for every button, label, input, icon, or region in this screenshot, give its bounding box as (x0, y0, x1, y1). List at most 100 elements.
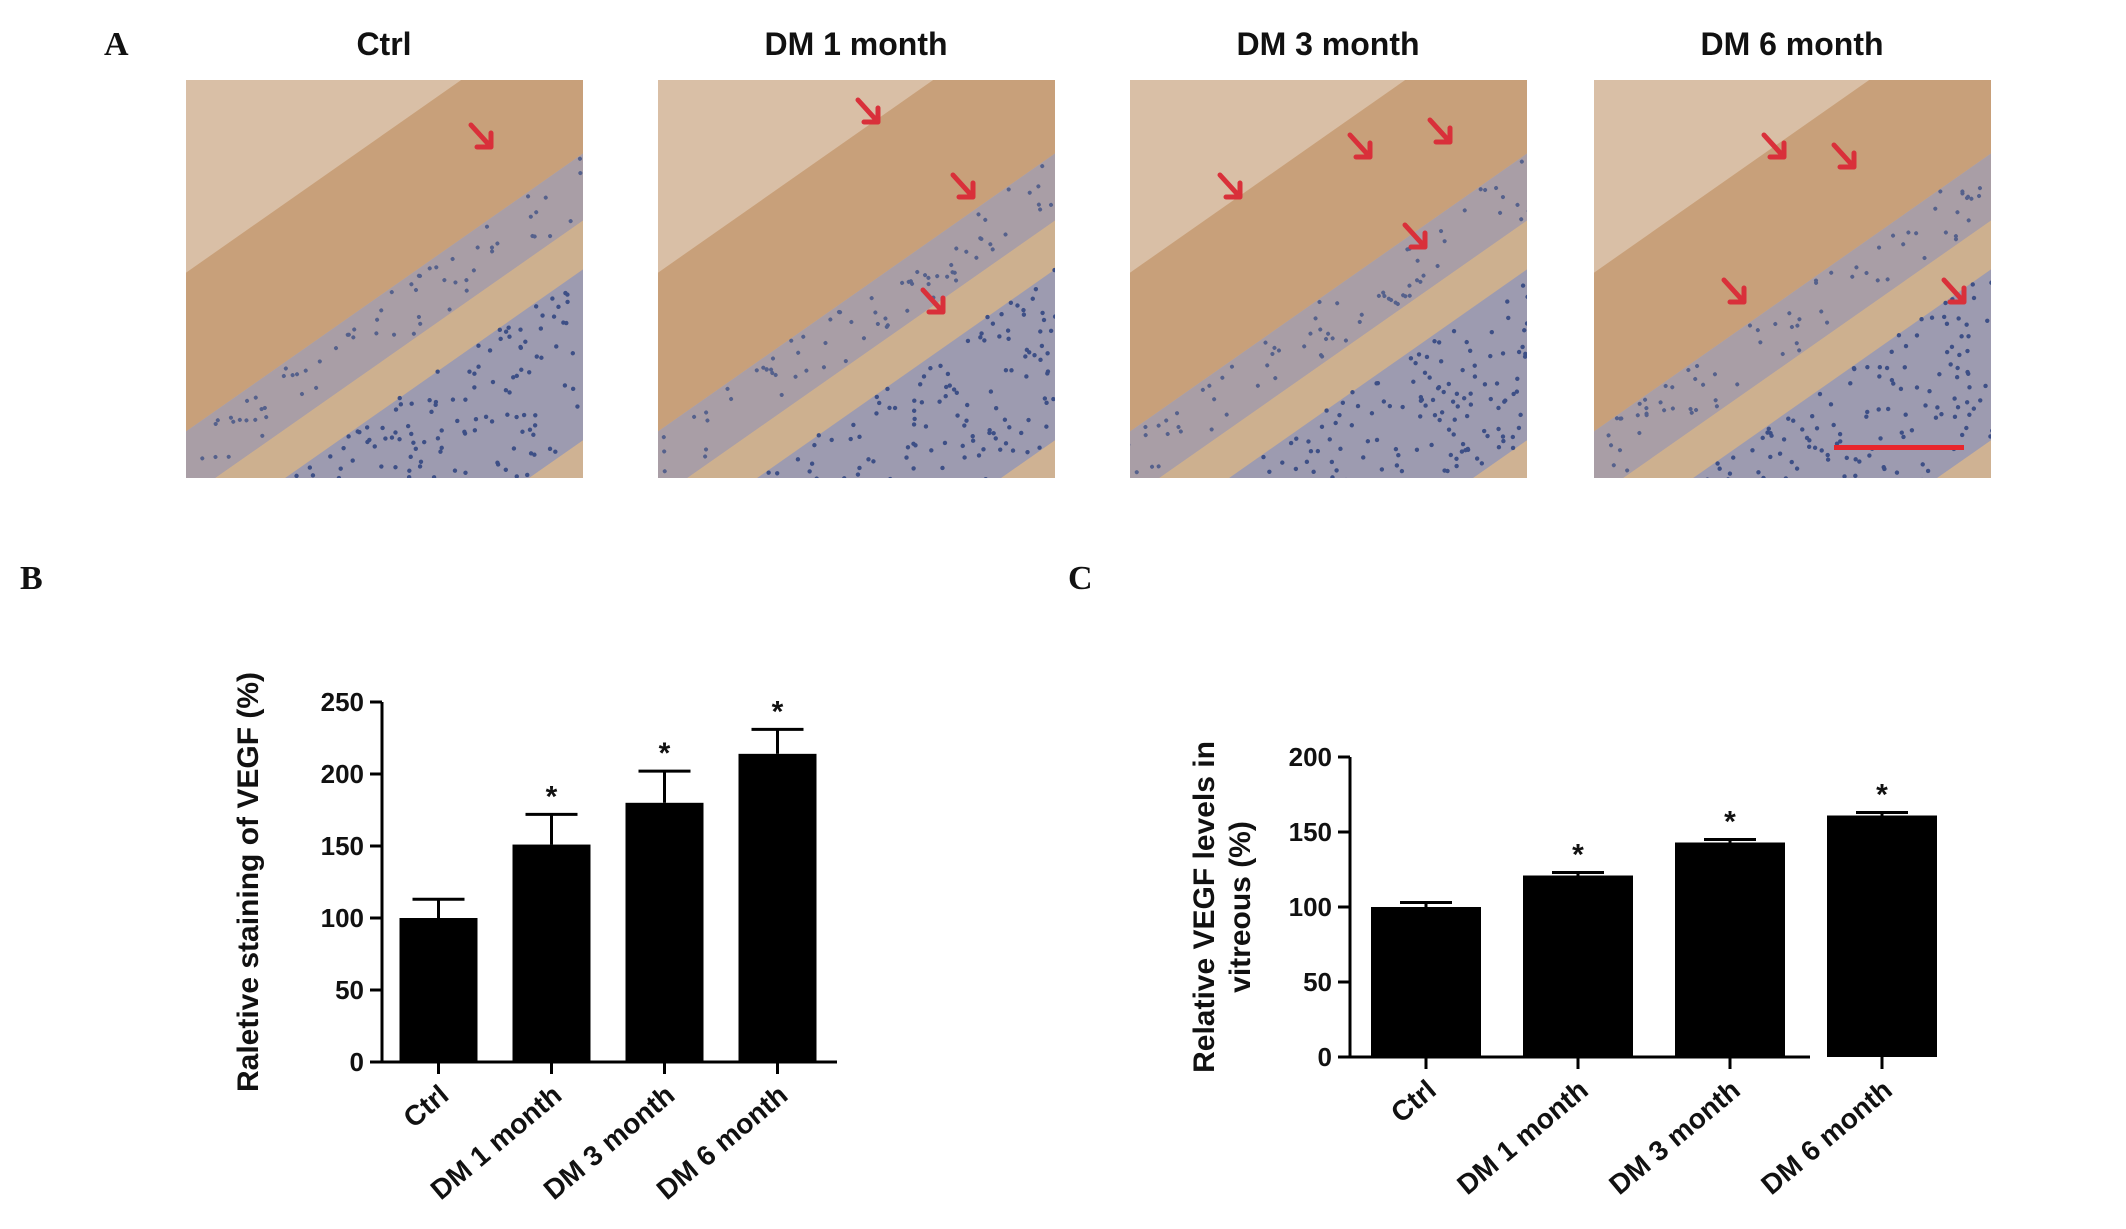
nucleus (1952, 414, 1958, 420)
nucleus (418, 459, 424, 464)
nucleus (789, 338, 794, 343)
nucleus (1712, 372, 1717, 377)
nucleus (442, 278, 447, 283)
nucleus (911, 422, 917, 427)
nucleus (472, 371, 477, 376)
arrow-head (1427, 117, 1453, 145)
chart-c-y-axis-label: vitreous (%) (1224, 821, 1257, 993)
micrograph-title-ctrl: Ctrl (356, 26, 412, 62)
nucleus (1903, 343, 1909, 349)
nucleus (1319, 424, 1325, 429)
nucleus (905, 445, 911, 450)
nucleus (911, 408, 917, 413)
nucleus (1525, 294, 1527, 300)
nucleus (954, 278, 959, 283)
nucleus (912, 416, 917, 422)
nucleus (990, 247, 995, 252)
nucleus (892, 405, 898, 411)
nucleus (1010, 448, 1016, 453)
nucleus (534, 210, 539, 215)
nucleus (911, 466, 916, 471)
arrow-icon (920, 287, 946, 315)
chart-c-y-tick-label: 100 (1289, 892, 1332, 922)
nucleus (998, 447, 1003, 452)
nucleus (1800, 427, 1805, 432)
nucleus (1794, 466, 1800, 471)
nucleus (1848, 381, 1853, 386)
nucleus (926, 275, 931, 280)
nucleus (1520, 283, 1526, 288)
nucleus (1324, 408, 1329, 413)
nucleus (1038, 357, 1043, 363)
nucleus (1783, 476, 1789, 478)
nucleus (855, 472, 861, 477)
nucleus (1359, 312, 1364, 317)
nucleus (884, 324, 889, 329)
nucleus (1461, 396, 1467, 401)
nucleus (389, 435, 395, 440)
nucleus (842, 476, 847, 478)
tissue-band (186, 80, 583, 478)
nucleus (1430, 397, 1436, 403)
arrow-icon (1427, 117, 1453, 145)
nucleus (1421, 273, 1426, 278)
nucleus (538, 326, 544, 331)
nucleus (1637, 431, 1642, 436)
nucleus (1418, 414, 1423, 419)
nucleus (1419, 397, 1425, 402)
arrow-head (1831, 142, 1857, 170)
nucleus (1935, 405, 1940, 410)
nucleus (1500, 351, 1506, 356)
nucleus (761, 365, 766, 370)
nucleus (1714, 404, 1719, 409)
nucleus (1765, 430, 1770, 435)
nucleus (408, 454, 413, 460)
nucleus (1500, 195, 1505, 200)
nucleus (374, 331, 379, 336)
nucleus (692, 414, 697, 419)
nucleus (429, 409, 434, 415)
nucleus (1689, 410, 1694, 415)
nucleus (1948, 362, 1953, 367)
nucleus (393, 430, 398, 435)
nucleus (1516, 349, 1522, 355)
nucleus (1313, 316, 1318, 321)
nucleus (770, 356, 775, 361)
nucleus (1479, 461, 1485, 466)
nucleus (911, 441, 916, 446)
nucleus (550, 296, 555, 301)
nucleus (1265, 363, 1270, 368)
nucleus (904, 455, 909, 460)
nucleus (1150, 464, 1155, 469)
nucleus (1524, 321, 1527, 326)
nucleus (578, 171, 583, 176)
nucleus (527, 427, 533, 432)
nucleus (519, 367, 524, 372)
nucleus (290, 373, 295, 378)
nucleus (1400, 404, 1405, 410)
nucleus (1877, 365, 1883, 370)
nucleus (1008, 300, 1014, 305)
nucleus (1977, 193, 1982, 198)
nucleus (1349, 423, 1355, 428)
nucleus (489, 245, 494, 250)
nucleus (333, 346, 338, 351)
nucleus (389, 290, 394, 295)
nucleus (1318, 327, 1323, 332)
nucleus (1505, 299, 1510, 304)
nucleus (463, 397, 468, 402)
nucleus (1459, 449, 1465, 454)
nucleus (1407, 283, 1412, 288)
nucleus (851, 422, 856, 428)
nucleus (1343, 338, 1348, 343)
nucleus (1293, 466, 1299, 472)
nucleus (1943, 300, 1948, 306)
nucleus (431, 475, 437, 478)
nucleus (1964, 400, 1970, 405)
nucleus (1288, 440, 1294, 446)
nucleus (228, 415, 233, 420)
chart-b-y-axis-label: Raletive staining of VEGF (%) (232, 672, 265, 1092)
nucleus (1399, 468, 1405, 474)
nucleus (564, 320, 569, 326)
nucleus (1829, 270, 1834, 275)
